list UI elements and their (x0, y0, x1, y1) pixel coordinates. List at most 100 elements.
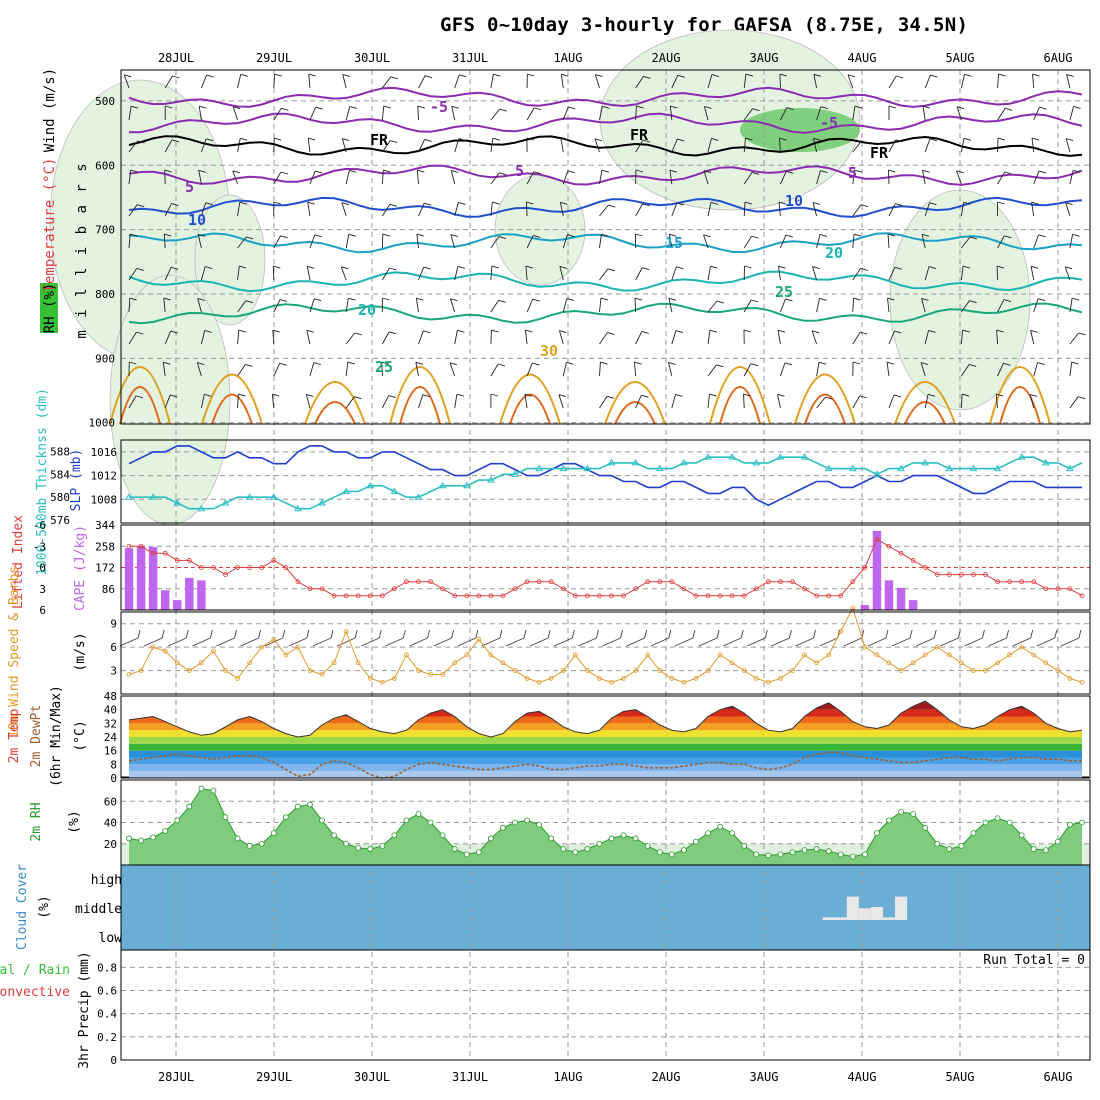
wind-speed-point (778, 675, 783, 681)
wind-barb (780, 171, 787, 185)
wind-barb (415, 298, 419, 313)
cape-bar (197, 580, 206, 610)
wind-barb-10m-flag (1054, 629, 1058, 639)
lifted-index-point (355, 593, 361, 599)
wind-barb-flag (595, 74, 603, 78)
wind-barb (707, 202, 712, 217)
cloud-cover-fill (121, 865, 1090, 950)
thickness-point (1066, 464, 1074, 472)
wind-barb (128, 297, 131, 313)
wind-barb-flag (634, 297, 643, 301)
thickness-point (535, 464, 544, 472)
wind-barb-flag (238, 393, 246, 397)
thickness-point (318, 498, 326, 506)
wind-barb (922, 170, 926, 185)
li-tick: -3 (33, 540, 46, 553)
wind-barb-flag (307, 201, 315, 205)
wind-barb-flag (315, 106, 323, 110)
wind-barb (1029, 394, 1035, 409)
wind-barb (816, 362, 820, 377)
wind-speed-point (283, 652, 289, 658)
rh-point (403, 817, 410, 824)
wind-barb (1069, 106, 1074, 121)
wind-barb-flag (558, 394, 567, 398)
hot-isotherm (719, 386, 761, 425)
date-label-top: 5AUG (946, 51, 975, 65)
wind-barb (308, 74, 311, 89)
rh-point (367, 846, 374, 852)
wind-barb (451, 106, 456, 121)
rh-tick: 40 (104, 817, 117, 830)
lifted-index-point (500, 593, 506, 599)
wind-speed-point (898, 668, 904, 673)
wind-barb-flag (668, 297, 677, 301)
lifted-index-point (464, 593, 470, 599)
rh-point (753, 851, 760, 858)
wind-barb-flag (527, 73, 535, 77)
wind-barb (960, 202, 965, 217)
lifted-index-point (126, 543, 132, 549)
chart-title: GFS 0~10day 3-hourly for GAFSA (8.75E, 3… (440, 14, 969, 36)
wind-barb-10m (795, 637, 814, 647)
thickness-point (294, 504, 302, 512)
wind-barb (526, 235, 534, 249)
wind-barb-flag (751, 299, 759, 303)
wind-barb-10m-flag (161, 629, 165, 639)
lifted-index-point (162, 550, 168, 556)
rh-point (270, 830, 277, 837)
wind-barb (778, 138, 781, 153)
wind-barb-10m-flag (499, 629, 503, 639)
wind-barb (635, 267, 643, 281)
isotherm-label: 15 (665, 234, 683, 252)
wind-barb (417, 105, 419, 121)
warm-isotherm (499, 373, 561, 425)
wind-barb-flag (962, 265, 971, 269)
cape-tick: 86 (102, 583, 115, 596)
wind-barb-flag (607, 332, 615, 335)
wind-barb-flag (456, 393, 465, 397)
wind-barb (307, 138, 311, 153)
wind-barb-10m (747, 637, 766, 647)
wind-speed-point (548, 675, 554, 681)
wind-barb (198, 170, 202, 185)
rh-point (475, 849, 482, 856)
rh-point (560, 846, 567, 852)
wind-speed-point (946, 652, 952, 658)
wind-speed-point (295, 644, 301, 650)
wind-speed-point (597, 675, 602, 681)
wind-barb (707, 364, 717, 377)
warm-isotherm (304, 381, 366, 425)
rh-point (1079, 819, 1085, 826)
wind-barb-flag (348, 297, 356, 301)
wind-barb-flag (170, 394, 178, 398)
wind-barb (777, 394, 781, 409)
wind-barb-flag (354, 396, 362, 400)
cape-label: CAPE (J/kg) (73, 525, 88, 611)
isotherm-line (128, 302, 1083, 325)
thickness-point (607, 458, 616, 466)
lifted-index-point (247, 565, 253, 570)
wind-barb (599, 396, 608, 409)
temp-band (129, 737, 1082, 744)
thickness-point (173, 498, 182, 506)
wind-barb-flag (743, 329, 752, 333)
lifted-index-point (440, 586, 446, 592)
wind-barb (196, 362, 202, 377)
wind-barb-flag (136, 331, 144, 335)
precip-rain-label: Total / Rain (0, 963, 70, 978)
wind-barb-flag (1037, 362, 1045, 365)
isotherm-label: 25 (775, 283, 793, 301)
thickness-point (197, 504, 206, 512)
wind-barb (345, 234, 350, 249)
hot-isotherm (314, 401, 356, 425)
wind-barb (559, 266, 564, 281)
precip-tick: 0.6 (97, 985, 117, 998)
wind-barb (703, 234, 709, 249)
wind-barb (956, 106, 962, 121)
wind-barb-flag (969, 363, 977, 367)
wind-barb-flag (533, 234, 541, 238)
rh-point (379, 842, 386, 849)
panel-frame-wind (120, 611, 1091, 695)
wind-barb-flag (499, 172, 507, 176)
wind-barb (886, 362, 890, 377)
